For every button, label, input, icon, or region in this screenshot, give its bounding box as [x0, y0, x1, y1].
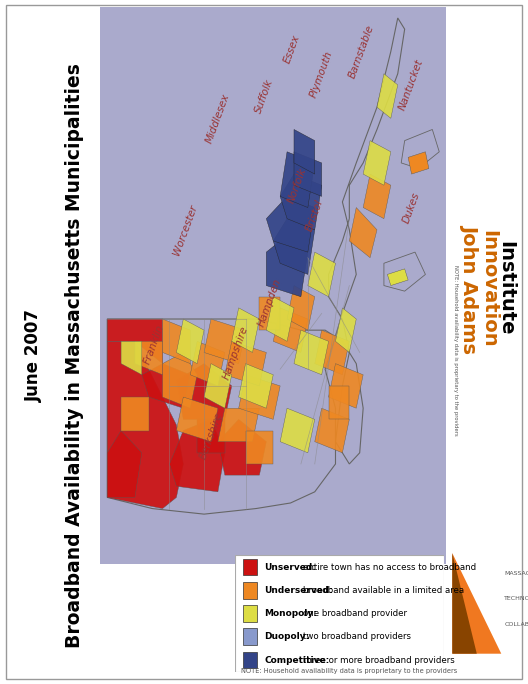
Polygon shape: [315, 408, 350, 453]
Text: Institute: Institute: [496, 241, 515, 336]
Polygon shape: [328, 364, 363, 408]
Polygon shape: [294, 330, 328, 375]
Polygon shape: [190, 341, 225, 386]
Polygon shape: [266, 196, 315, 252]
Text: Worcester: Worcester: [171, 203, 199, 256]
Text: Essex: Essex: [282, 33, 302, 64]
Polygon shape: [239, 364, 274, 408]
Polygon shape: [259, 297, 280, 330]
Bar: [243, 582, 257, 598]
Polygon shape: [287, 286, 315, 330]
Polygon shape: [121, 397, 149, 430]
Polygon shape: [218, 408, 259, 442]
Text: Suffolk: Suffolk: [254, 77, 276, 114]
Polygon shape: [197, 419, 225, 453]
Polygon shape: [121, 341, 142, 375]
Text: TECHNOLOGY: TECHNOLOGY: [504, 596, 528, 601]
Polygon shape: [232, 308, 259, 352]
Text: NOTE: Household availability data is proprietary to the providers: NOTE: Household availability data is pro…: [241, 668, 457, 674]
Polygon shape: [388, 269, 408, 286]
Text: Franklin: Franklin: [142, 323, 166, 365]
Text: Barnstable: Barnstable: [347, 23, 376, 79]
Text: entire town has no access to broadband: entire town has no access to broadband: [303, 562, 476, 572]
Polygon shape: [280, 174, 322, 230]
Polygon shape: [308, 252, 335, 297]
Polygon shape: [274, 219, 315, 274]
Polygon shape: [274, 308, 308, 352]
Text: Bristol: Bristol: [304, 198, 324, 233]
Polygon shape: [135, 341, 163, 375]
Text: Hampden: Hampden: [257, 277, 283, 328]
Bar: [243, 559, 257, 575]
Polygon shape: [204, 364, 232, 408]
Polygon shape: [107, 319, 163, 364]
Polygon shape: [266, 297, 294, 341]
Polygon shape: [280, 408, 315, 453]
Text: Nantucket: Nantucket: [398, 58, 426, 112]
Polygon shape: [266, 241, 308, 297]
Text: Dukes: Dukes: [401, 191, 422, 224]
Text: John Adams: John Adams: [460, 224, 478, 353]
Polygon shape: [452, 553, 477, 654]
Text: Plymouth: Plymouth: [308, 49, 335, 98]
Text: Innovation: Innovation: [479, 230, 498, 347]
Text: Duopoly:: Duopoly:: [264, 632, 309, 642]
Text: Hampshire: Hampshire: [221, 324, 250, 381]
Polygon shape: [218, 419, 266, 475]
Polygon shape: [169, 419, 225, 492]
Text: Broadband Availability in Massachusetts Municipalities: Broadband Availability in Massachusetts …: [65, 63, 84, 648]
Text: Monopoly:: Monopoly:: [264, 609, 317, 618]
Text: three or more broadband providers: three or more broadband providers: [303, 655, 455, 665]
Polygon shape: [350, 207, 377, 258]
Text: June 2007: June 2007: [25, 309, 43, 402]
Polygon shape: [452, 553, 501, 654]
Text: COLLABORATIVE: COLLABORATIVE: [504, 622, 528, 627]
Polygon shape: [377, 74, 398, 118]
Polygon shape: [176, 364, 232, 419]
Bar: [243, 629, 257, 645]
Polygon shape: [107, 341, 183, 509]
Text: NOTE: Household availability data is proprietary to the providers: NOTE: Household availability data is pro…: [453, 265, 458, 436]
Polygon shape: [335, 308, 356, 352]
Text: MASSACHUSETTS: MASSACHUSETTS: [504, 570, 528, 576]
Polygon shape: [163, 319, 190, 364]
Polygon shape: [280, 152, 315, 207]
Bar: [243, 652, 257, 668]
Text: Competitive:: Competitive:: [264, 655, 329, 665]
Polygon shape: [363, 174, 391, 219]
Polygon shape: [246, 430, 274, 464]
Polygon shape: [384, 252, 426, 291]
Polygon shape: [328, 386, 350, 419]
Text: Underserved:: Underserved:: [264, 586, 333, 595]
Polygon shape: [363, 141, 391, 185]
Polygon shape: [315, 330, 350, 375]
Polygon shape: [107, 430, 142, 497]
Polygon shape: [204, 319, 246, 364]
Text: one broadband provider: one broadband provider: [303, 609, 407, 618]
Polygon shape: [142, 364, 190, 408]
Polygon shape: [225, 341, 266, 386]
Text: Middlesex: Middlesex: [204, 92, 232, 144]
Polygon shape: [408, 152, 429, 174]
Polygon shape: [239, 375, 280, 419]
Polygon shape: [176, 397, 218, 442]
Polygon shape: [163, 352, 197, 408]
Text: broadband available in a limited area: broadband available in a limited area: [303, 586, 464, 595]
Polygon shape: [401, 129, 439, 168]
Bar: [243, 605, 257, 622]
Text: Berkshire: Berkshire: [198, 411, 224, 461]
Polygon shape: [176, 319, 204, 364]
Polygon shape: [294, 152, 322, 196]
Text: Unserved:: Unserved:: [264, 562, 316, 572]
Polygon shape: [294, 129, 315, 174]
Text: Norfolk: Norfolk: [286, 166, 308, 205]
Polygon shape: [107, 18, 404, 514]
Text: two broadband providers: two broadband providers: [303, 632, 411, 642]
